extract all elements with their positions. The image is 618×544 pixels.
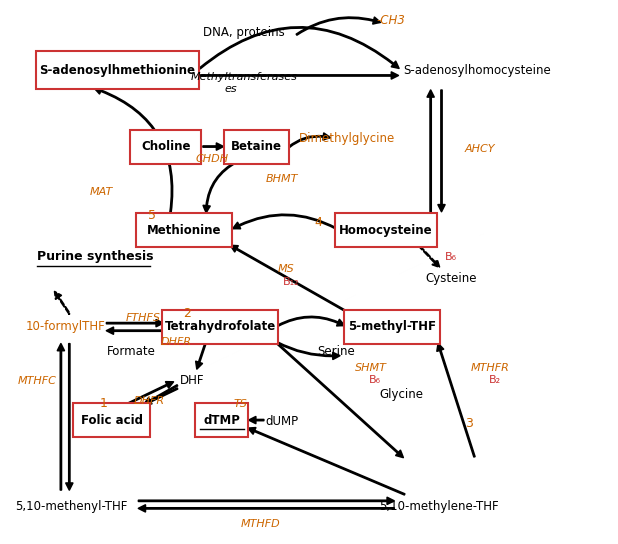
Text: Glycine: Glycine bbox=[379, 388, 423, 401]
Text: 5,10-methylene-THF: 5,10-methylene-THF bbox=[379, 500, 499, 513]
FancyBboxPatch shape bbox=[336, 213, 437, 247]
FancyArrowPatch shape bbox=[196, 343, 206, 369]
Text: dUMP: dUMP bbox=[266, 415, 299, 428]
Text: AHCY: AHCY bbox=[464, 144, 495, 154]
FancyArrowPatch shape bbox=[203, 161, 238, 213]
FancyArrowPatch shape bbox=[120, 382, 174, 408]
Text: 5: 5 bbox=[148, 209, 156, 222]
Text: dTMP: dTMP bbox=[203, 413, 240, 426]
FancyArrowPatch shape bbox=[144, 385, 177, 404]
Text: DHFR: DHFR bbox=[161, 337, 192, 347]
Text: Dimethylglycine: Dimethylglycine bbox=[298, 132, 395, 145]
FancyArrowPatch shape bbox=[54, 292, 70, 314]
FancyArrowPatch shape bbox=[106, 320, 163, 326]
FancyArrowPatch shape bbox=[276, 342, 404, 458]
FancyBboxPatch shape bbox=[195, 403, 248, 437]
Text: Cysteine: Cysteine bbox=[425, 272, 477, 285]
Text: -CH3: -CH3 bbox=[376, 14, 405, 27]
FancyArrowPatch shape bbox=[200, 27, 399, 69]
FancyArrowPatch shape bbox=[288, 133, 330, 148]
Text: Folic acid: Folic acid bbox=[80, 413, 143, 426]
Text: DHFR: DHFR bbox=[134, 396, 165, 406]
Text: Choline: Choline bbox=[141, 140, 190, 153]
Text: 1: 1 bbox=[99, 398, 108, 410]
FancyArrowPatch shape bbox=[138, 497, 394, 504]
Text: B₆: B₆ bbox=[445, 252, 457, 262]
Text: MS: MS bbox=[278, 264, 295, 274]
FancyArrowPatch shape bbox=[231, 245, 346, 312]
Text: B₆: B₆ bbox=[369, 375, 381, 385]
Text: Methionine: Methionine bbox=[146, 224, 221, 237]
FancyArrowPatch shape bbox=[233, 214, 337, 229]
Text: 5,10-methenyl-THF: 5,10-methenyl-THF bbox=[15, 500, 127, 513]
FancyArrowPatch shape bbox=[106, 327, 163, 334]
Text: 10-formylTHF: 10-formylTHF bbox=[25, 320, 105, 333]
FancyBboxPatch shape bbox=[224, 129, 289, 164]
FancyArrowPatch shape bbox=[203, 143, 223, 150]
Text: Purine synthesis: Purine synthesis bbox=[37, 250, 154, 263]
FancyBboxPatch shape bbox=[162, 310, 278, 344]
FancyArrowPatch shape bbox=[277, 342, 340, 360]
Text: es: es bbox=[225, 84, 237, 94]
Text: 3: 3 bbox=[465, 417, 473, 430]
Text: FTHFS: FTHFS bbox=[126, 313, 161, 323]
Text: 4: 4 bbox=[315, 216, 323, 229]
Text: BHMT: BHMT bbox=[266, 175, 298, 184]
Text: Serine: Serine bbox=[318, 345, 355, 358]
Text: B₁₂: B₁₂ bbox=[282, 277, 299, 287]
FancyArrowPatch shape bbox=[66, 344, 73, 490]
Text: S-adenosylhomocysteine: S-adenosylhomocysteine bbox=[403, 64, 551, 77]
FancyArrowPatch shape bbox=[427, 90, 434, 212]
FancyBboxPatch shape bbox=[344, 310, 439, 344]
Text: TS: TS bbox=[233, 399, 247, 409]
FancyArrowPatch shape bbox=[138, 505, 394, 512]
Text: MTHFD: MTHFD bbox=[240, 519, 281, 529]
FancyBboxPatch shape bbox=[36, 51, 199, 89]
FancyArrowPatch shape bbox=[95, 88, 172, 213]
FancyArrowPatch shape bbox=[278, 317, 344, 326]
FancyBboxPatch shape bbox=[137, 213, 232, 247]
Text: B₂: B₂ bbox=[488, 375, 501, 385]
FancyArrowPatch shape bbox=[296, 17, 380, 35]
Text: 5-methyl-THF: 5-methyl-THF bbox=[348, 320, 436, 333]
FancyBboxPatch shape bbox=[130, 129, 201, 164]
Text: MTHFR: MTHFR bbox=[470, 363, 509, 373]
FancyBboxPatch shape bbox=[73, 403, 150, 437]
Text: 2: 2 bbox=[183, 307, 191, 320]
FancyArrowPatch shape bbox=[248, 428, 405, 495]
Text: Formate: Formate bbox=[107, 345, 156, 358]
Text: CHDH: CHDH bbox=[196, 154, 229, 164]
FancyArrowPatch shape bbox=[438, 90, 445, 212]
FancyArrowPatch shape bbox=[124, 388, 177, 414]
Text: S-adenosylhmethionine: S-adenosylhmethionine bbox=[40, 64, 195, 77]
FancyArrowPatch shape bbox=[419, 246, 439, 267]
Text: Tetrahydrofolate: Tetrahydrofolate bbox=[164, 320, 276, 333]
Text: DNA, proteins: DNA, proteins bbox=[203, 26, 285, 39]
Text: DHF: DHF bbox=[180, 374, 204, 387]
FancyArrowPatch shape bbox=[201, 72, 399, 79]
Text: Betaine: Betaine bbox=[231, 140, 282, 153]
Text: SHMT: SHMT bbox=[355, 363, 387, 373]
Text: Homocysteine: Homocysteine bbox=[339, 224, 433, 237]
Text: MAT: MAT bbox=[90, 187, 113, 197]
FancyArrowPatch shape bbox=[249, 417, 264, 424]
FancyArrowPatch shape bbox=[57, 344, 64, 490]
Text: Methyltransferases: Methyltransferases bbox=[191, 72, 298, 82]
FancyArrowPatch shape bbox=[437, 344, 475, 457]
Text: MTHFC: MTHFC bbox=[18, 376, 57, 386]
